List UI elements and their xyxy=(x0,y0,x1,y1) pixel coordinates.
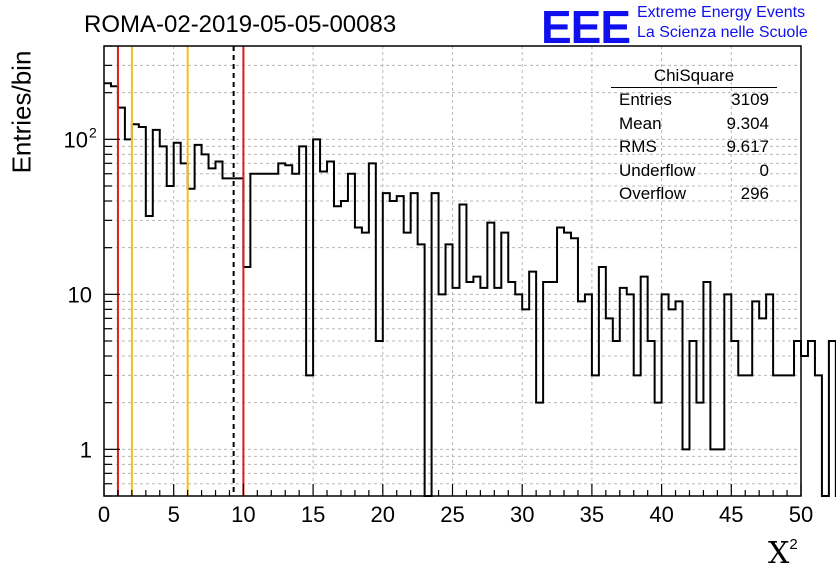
x-tick-label: 45 xyxy=(719,502,743,527)
stats-label: Entries xyxy=(619,90,672,109)
x-axis-label-exponent: 2 xyxy=(789,536,798,553)
stats-row-entries: Entries 3109 xyxy=(611,90,777,114)
stats-value: 3109 xyxy=(731,90,769,109)
stats-row-mean: Mean 9.304 xyxy=(611,114,777,138)
stats-value: 9.304 xyxy=(726,113,769,133)
x-tick-label: 40 xyxy=(649,502,673,527)
stats-label: Underflow xyxy=(619,160,696,180)
x-axis-label: X2 xyxy=(768,536,798,571)
stats-row-underflow: Underflow 0 xyxy=(611,161,777,185)
stats-title: ChiSquare xyxy=(611,66,777,88)
histogram-outline xyxy=(104,82,836,497)
stats-value: 296 xyxy=(740,184,769,203)
chart-title: ROMA-02-2019-05-05-00083 xyxy=(84,11,397,38)
stats-value: 9.617 xyxy=(726,137,769,156)
x-tick-label: 15 xyxy=(301,502,325,527)
logo-line-1: Extreme Energy Events xyxy=(637,4,806,21)
x-tick-label: 35 xyxy=(580,502,604,527)
stats-label: Overflow xyxy=(619,184,687,203)
stats-box: ChiSquare Entries 3109 Mean 9.304 RMS 9.… xyxy=(611,66,777,208)
eee-logo-mark: EEE xyxy=(541,1,631,53)
y-tick-label: 10 xyxy=(64,127,88,152)
logo-line-2: La Scienza nelle Scuole xyxy=(637,24,808,41)
stats-label: Mean xyxy=(619,113,662,133)
stats-row-rms: RMS 9.617 xyxy=(611,137,777,161)
y-axis-label: Entries/bin xyxy=(6,50,37,174)
x-tick-label: 0 xyxy=(98,502,110,527)
x-tick-label: 50 xyxy=(789,502,813,527)
x-tick-label: 20 xyxy=(371,502,395,527)
x-tick-label: 5 xyxy=(168,502,180,527)
y-tick-label: 1 xyxy=(80,437,92,462)
x-tick-label: 25 xyxy=(440,502,464,527)
x-axis-label-base: X xyxy=(768,536,790,571)
x-tick-label: 10 xyxy=(231,502,255,527)
y-tick-label-exponent: 2 xyxy=(89,124,97,140)
stats-value: 0 xyxy=(759,160,769,180)
x-tick-label: 30 xyxy=(510,502,534,527)
y-tick-label: 10 xyxy=(68,282,92,307)
stats-row-overflow: Overflow 296 xyxy=(611,184,777,208)
stats-label: RMS xyxy=(619,137,657,156)
